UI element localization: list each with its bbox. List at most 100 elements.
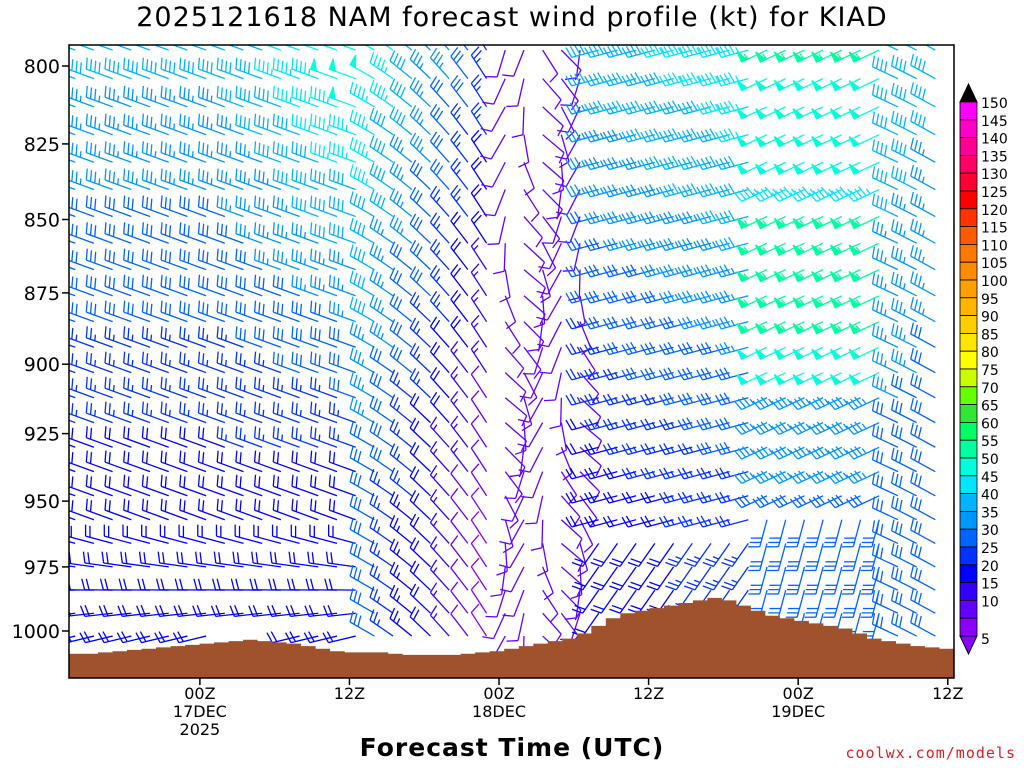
wind-barb bbox=[389, 133, 413, 163]
wind-barb bbox=[537, 543, 549, 577]
wind-barb bbox=[658, 290, 693, 304]
wind-barb bbox=[538, 242, 562, 270]
wind-barb bbox=[714, 128, 749, 143]
colorbar-label: 85 bbox=[981, 327, 999, 343]
wind-barb bbox=[517, 422, 544, 448]
wind-barb bbox=[141, 376, 169, 399]
wind-barb bbox=[602, 443, 637, 456]
wind-barb bbox=[253, 248, 282, 271]
wind-barb bbox=[197, 524, 225, 545]
wind-barb bbox=[85, 474, 113, 497]
wind-barb bbox=[890, 323, 917, 348]
wind-barb bbox=[890, 271, 917, 297]
wind-barb bbox=[98, 604, 132, 617]
wind-barb bbox=[85, 450, 113, 473]
wind-barb bbox=[69, 376, 95, 399]
wind-barb bbox=[621, 211, 656, 225]
wind-barb bbox=[235, 376, 263, 399]
wind-barb bbox=[85, 168, 113, 191]
wind-barb bbox=[310, 376, 338, 399]
wind-barb bbox=[369, 516, 394, 544]
wind-barb bbox=[584, 515, 618, 528]
wind-barb bbox=[542, 566, 554, 601]
wind-barb bbox=[328, 248, 356, 271]
wind-barb bbox=[696, 467, 730, 480]
wind-barb bbox=[523, 372, 538, 406]
plot-frame bbox=[68, 44, 955, 679]
wind-barb bbox=[104, 351, 132, 374]
colorbar-label: 115 bbox=[981, 221, 1008, 237]
wind-barb bbox=[291, 141, 319, 163]
wind-barb bbox=[235, 222, 263, 244]
wind-barb bbox=[291, 222, 319, 244]
wind-barb bbox=[811, 106, 843, 120]
wind-barb bbox=[910, 297, 936, 323]
colorbar-swatch bbox=[959, 332, 978, 352]
wind-barb bbox=[141, 401, 169, 424]
wind-barb bbox=[104, 450, 132, 473]
wind-barb bbox=[736, 134, 768, 148]
wind-barb bbox=[253, 326, 282, 348]
wind-barb bbox=[560, 542, 584, 573]
wind-barb bbox=[736, 106, 768, 120]
wind-barb bbox=[141, 85, 169, 108]
colorbar-swatch bbox=[959, 350, 978, 370]
wind-barb bbox=[792, 346, 824, 360]
wind-barb bbox=[504, 471, 523, 504]
wind-barb bbox=[123, 426, 151, 448]
wind-barb bbox=[829, 269, 861, 283]
colorbar-swatch bbox=[959, 439, 978, 459]
wind-barb bbox=[517, 397, 544, 423]
wind-barb bbox=[890, 192, 917, 218]
wind-barb bbox=[555, 422, 568, 456]
wind-barb bbox=[450, 289, 469, 323]
wind-barb bbox=[272, 195, 300, 218]
colorbar-label: 145 bbox=[981, 114, 1008, 130]
wind-barb bbox=[564, 590, 581, 620]
wind-barb bbox=[658, 491, 693, 504]
wind-barb bbox=[179, 248, 207, 271]
wind-barb bbox=[470, 414, 488, 448]
wind-barb bbox=[69, 47, 76, 51]
wind-barb bbox=[470, 534, 488, 568]
wind-barb bbox=[890, 138, 917, 163]
wind-barb bbox=[389, 443, 413, 473]
wind-barb bbox=[658, 211, 693, 225]
wind-barb bbox=[216, 426, 244, 448]
wind-barb bbox=[429, 559, 450, 591]
wind-barb bbox=[328, 113, 356, 136]
wind-barb bbox=[389, 293, 413, 323]
wind-barb bbox=[536, 295, 562, 321]
wind-barb bbox=[216, 85, 244, 108]
wind-barb bbox=[771, 421, 805, 436]
wind-barb bbox=[409, 466, 431, 497]
wind-barb bbox=[640, 45, 674, 59]
wind-barb bbox=[389, 584, 413, 614]
wind-barb bbox=[755, 269, 787, 283]
wind-barb bbox=[69, 635, 76, 639]
wind-barb bbox=[827, 186, 861, 202]
wind-barb bbox=[272, 274, 300, 297]
colorbar-label: 140 bbox=[981, 132, 1008, 148]
wind-barb bbox=[829, 372, 861, 386]
wind-barb bbox=[890, 165, 917, 191]
wind-barb bbox=[736, 161, 768, 175]
wind-barb bbox=[197, 85, 226, 108]
terrain bbox=[69, 597, 954, 678]
colorbar-swatch bbox=[959, 119, 978, 139]
wind-barb bbox=[871, 246, 899, 271]
wind-barb bbox=[389, 241, 413, 271]
wind-barb bbox=[542, 242, 557, 277]
y-axis: 800 825 850 875 900 925 950 975 1000 bbox=[12, 56, 69, 643]
wind-barb bbox=[328, 351, 356, 374]
wind-barb bbox=[349, 564, 375, 591]
wind-barb bbox=[404, 45, 413, 51]
wind-barb bbox=[235, 300, 263, 323]
wind-barb bbox=[565, 72, 599, 87]
wind-barb bbox=[792, 215, 824, 230]
wind-barb bbox=[910, 542, 936, 568]
wind-barb bbox=[848, 242, 880, 256]
wind-barb bbox=[104, 401, 132, 424]
wind-barb bbox=[658, 418, 693, 431]
wind-barb bbox=[409, 606, 431, 637]
